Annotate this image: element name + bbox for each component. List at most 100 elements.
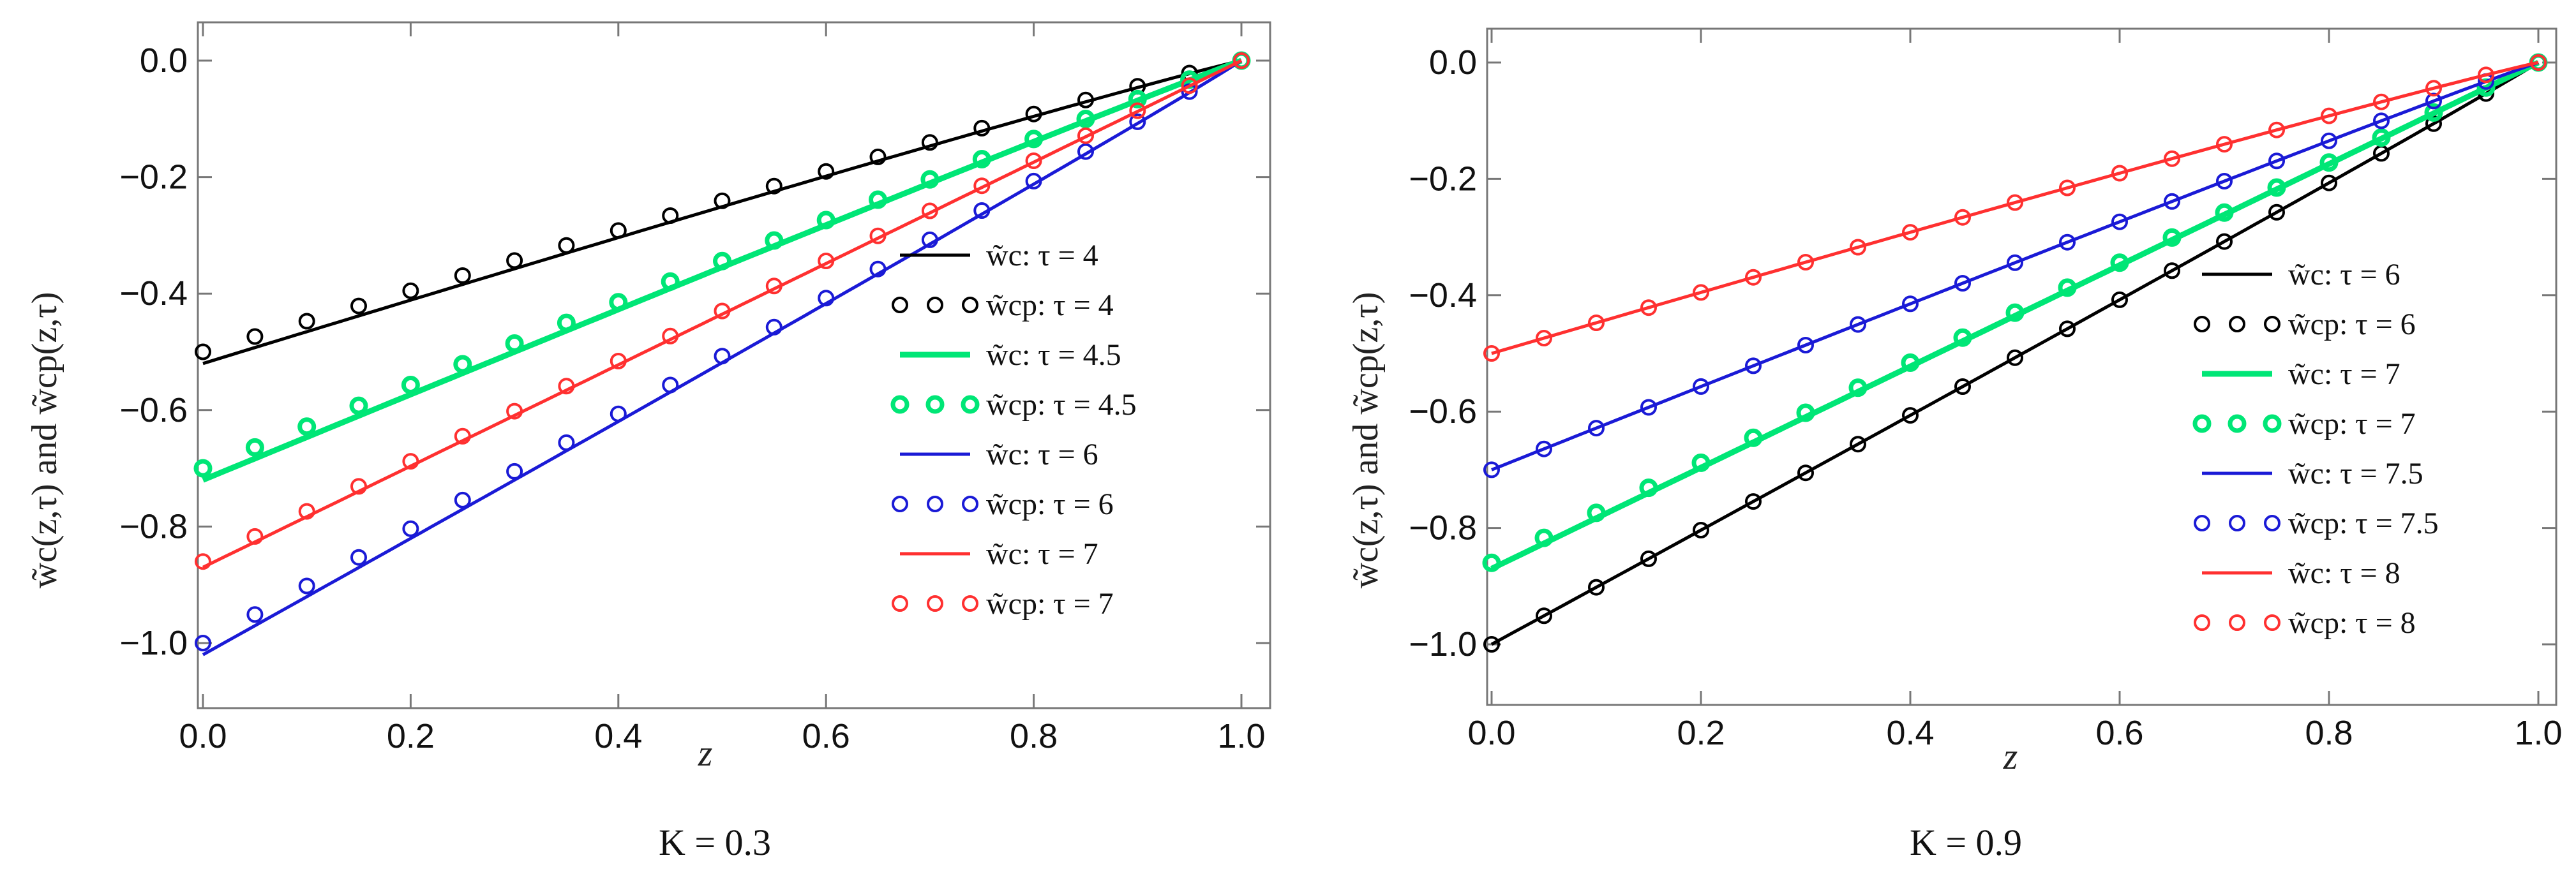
left-x-tick-label: 0.2	[387, 717, 435, 755]
right-y-tick-label: −0.2	[1409, 159, 1477, 198]
left-legend-point-swatch	[925, 395, 945, 414]
left-series-point-7	[1233, 52, 1250, 69]
left-series-point-1	[1077, 91, 1094, 108]
left-series-point-3	[453, 355, 472, 374]
left-series-point-7	[765, 278, 783, 295]
left-y-tick-label: −1.0	[119, 624, 188, 662]
right-series-point-1	[1588, 579, 1605, 596]
right-series-point-5	[2321, 132, 2337, 149]
left-legend-point-swatch	[892, 496, 908, 512]
right-series-point-5	[2007, 254, 2023, 271]
right-legend-label: w̃cp: τ = 6	[2288, 307, 2416, 341]
left-legend-point-swatch	[927, 297, 943, 313]
left-series-point-1	[765, 177, 783, 195]
left-x-tick-label: 0.8	[1010, 717, 1058, 755]
left-series-point-5	[765, 318, 783, 336]
left-series-point-3	[609, 293, 628, 312]
right-series-point-5	[1640, 399, 1657, 416]
right-series-point-1	[2059, 320, 2076, 337]
left-legend-entry: w̃c: τ = 7	[900, 537, 1098, 571]
right-series-point-3	[2267, 178, 2286, 197]
left-series-point-1	[454, 267, 471, 284]
left-series-point-1	[298, 313, 315, 330]
left-series-point-5	[714, 348, 731, 365]
right-y-tick-label: −0.8	[1409, 509, 1477, 547]
left-y-axis-label: w̃c(z,τ) and w̃cp(z,τ)	[25, 292, 64, 589]
right-series-point-1	[1902, 407, 1919, 424]
right-series-point-3	[1744, 428, 1763, 447]
left-series-point-7	[1077, 127, 1094, 144]
left-x-tick-label: 0.4	[594, 717, 642, 755]
left-y-tick-label: −0.2	[119, 158, 188, 196]
right-series-point-7	[1483, 345, 1500, 362]
left-series-point-1	[714, 192, 731, 209]
left-series-point-5	[1129, 113, 1146, 130]
right-series-point-5	[1850, 316, 1866, 333]
left-series-point-5	[1025, 172, 1042, 189]
left-series-point-5	[195, 635, 211, 651]
left-series-point-3	[297, 417, 317, 436]
right-series-point-1	[1850, 436, 1866, 453]
right-legend-label: w̃c: τ = 6	[2288, 258, 2400, 292]
left-plot-marks	[193, 51, 1251, 656]
left-series-point-5	[921, 231, 938, 248]
right-series-line-2	[1490, 59, 2540, 572]
left-series-point-1	[818, 163, 835, 180]
right-x-tick-label: 0.0	[1467, 714, 1515, 752]
right-legend-point-swatch	[2229, 614, 2245, 631]
right-series-point-3	[1482, 553, 1501, 572]
left-series-point-3	[401, 376, 420, 394]
right-legend-entry: w̃c: τ = 6	[2202, 258, 2400, 292]
left-legend-point-swatch	[962, 297, 978, 313]
right-series-point-1	[1536, 607, 1552, 625]
right-x-axis-label: z	[2003, 736, 2018, 777]
left-x-tick-label: 1.0	[1217, 717, 1265, 755]
right-legend-entry: w̃c: τ = 7	[2202, 357, 2400, 391]
right-panel: w̃c(z,τ) and w̃cp(z,τ) 0.0 0.2 0.4 0.6 0.8 1.…	[1346, 27, 2563, 863]
left-x-tick-label: 0.0	[179, 717, 227, 755]
right-legend-label: w̃cp: τ = 8	[2288, 606, 2416, 640]
right-series-point-1	[1745, 493, 1762, 510]
right-legend-point-swatch	[2194, 614, 2210, 631]
left-legend-entry: w̃c: τ = 4	[900, 239, 1098, 272]
right-series-point-5	[1588, 420, 1605, 437]
right-series-point-1	[2425, 115, 2442, 132]
left-series-point-5	[818, 290, 835, 307]
left-y-tick-label: −0.4	[119, 274, 188, 313]
right-x-tick-label: 0.2	[1677, 714, 1725, 752]
right-series-point-3	[1534, 528, 1554, 547]
left-series-point-7	[1129, 102, 1146, 119]
right-x-tick-label: 0.4	[1886, 714, 1934, 752]
right-series-point-1	[2111, 291, 2128, 308]
left-legend-entry: w̃c: τ = 4.5	[900, 338, 1121, 372]
left-series-point-3	[193, 459, 213, 478]
right-y-ticks: 0.0 −0.2 −0.4 −0.6 −0.8 −1.0	[1409, 43, 2556, 663]
right-series-point-7	[1693, 284, 1709, 301]
right-legend-label: w̃cp: τ = 7.5	[2288, 507, 2439, 540]
right-series-point-7	[2373, 93, 2390, 110]
left-series-point-5	[662, 376, 679, 394]
left-legend-label: w̃cp: τ = 6	[986, 487, 1114, 521]
left-series-point-5	[558, 434, 575, 451]
right-legend-point-swatch	[2192, 414, 2212, 433]
left-series-point-7	[402, 453, 419, 470]
left-legend-label: w̃c: τ = 7	[986, 537, 1098, 571]
right-series-point-1	[1954, 378, 1971, 395]
left-series-point-5	[454, 491, 471, 508]
left-series-point-3	[349, 396, 368, 415]
right-series-line-4	[1491, 61, 2539, 471]
right-series-point-7	[2478, 66, 2494, 84]
left-series-point-5	[350, 549, 367, 566]
right-y-axis-label: w̃c(z,τ) and w̃cp(z,τ)	[1346, 292, 1386, 589]
right-series-point-7	[2111, 165, 2128, 182]
right-x-tick-label: 0.8	[2305, 714, 2353, 752]
right-series-point-5	[1954, 275, 1971, 292]
left-series-point-1	[869, 148, 887, 165]
left-y-tick-label: −0.6	[119, 391, 188, 429]
left-y-ticks: 0.0 −0.2 −0.4 −0.6 −0.8 −1.0	[119, 41, 1270, 662]
right-legend-point-swatch	[2229, 515, 2245, 531]
left-series-point-7	[195, 553, 211, 570]
right-series-point-5	[2059, 233, 2076, 251]
left-series-point-7	[454, 427, 471, 445]
left-series-point-5	[610, 405, 627, 422]
